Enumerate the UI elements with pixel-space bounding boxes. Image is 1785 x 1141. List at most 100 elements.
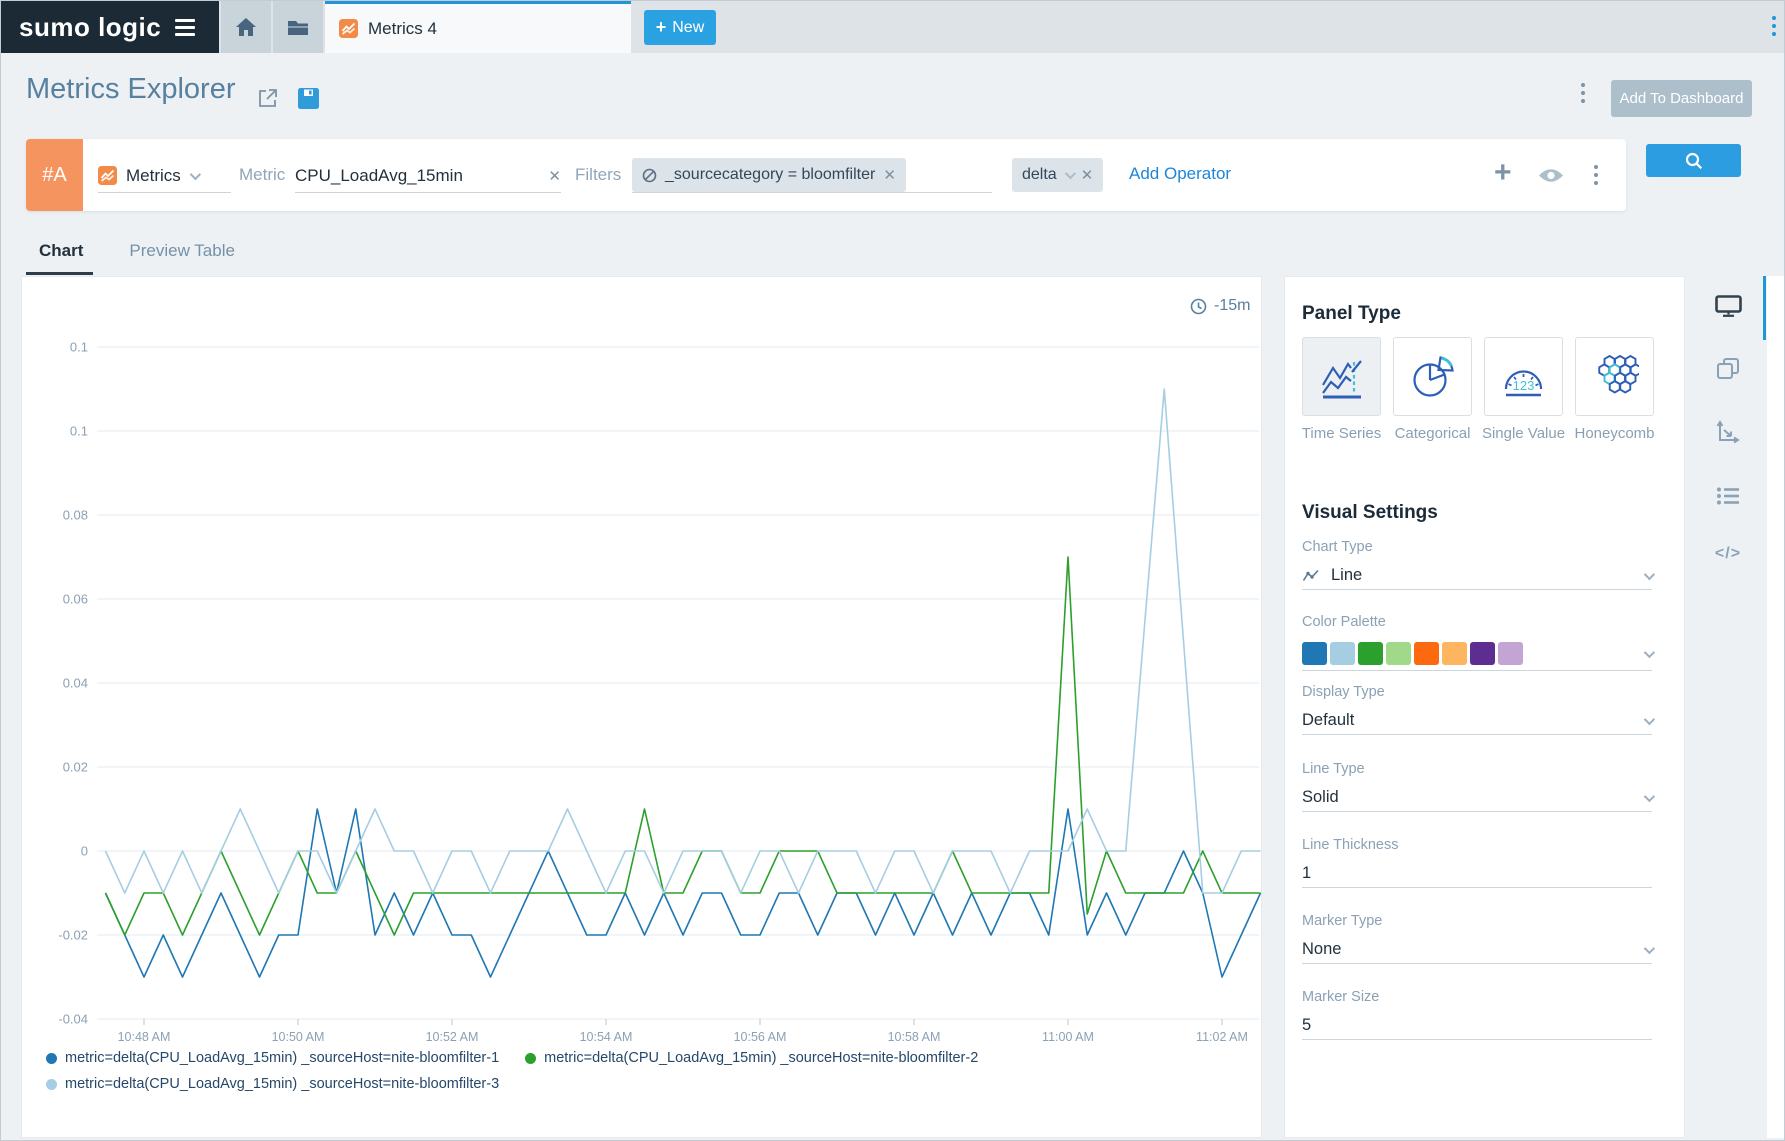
save-icon[interactable] — [298, 87, 319, 109]
marker-size-input[interactable]: 5 — [1302, 1012, 1652, 1040]
search-button[interactable] — [1646, 144, 1741, 177]
panel-type-categorical: Categorical — [1393, 337, 1472, 442]
visual-settings-panel: Panel Type Time Series — [1284, 276, 1685, 1138]
y-axis-tick-label: 0.1 — [70, 340, 88, 355]
legend-item[interactable]: metric=delta(CPU_LoadAvg_15min) _sourceH… — [46, 1050, 499, 1066]
menu-icon[interactable] — [175, 18, 196, 36]
panel-type-honeycomb: Honeycomb — [1574, 337, 1655, 442]
share-icon[interactable] — [256, 87, 280, 109]
palette-swatch — [1330, 642, 1355, 665]
y-axis-tick-label: 0.08 — [63, 508, 88, 523]
header-kebab-icon[interactable] — [1581, 83, 1585, 103]
search-icon — [1685, 152, 1702, 169]
filter-chip[interactable]: _sourcecategory = bloomfilter ✕ — [632, 158, 906, 192]
marker-type-value: None — [1302, 940, 1342, 958]
library-button[interactable] — [273, 1, 323, 53]
metrics-icon — [339, 19, 358, 38]
time-range-indicator[interactable]: -15m — [1190, 297, 1250, 315]
query-row: #A Metrics Metric CPU_LoadAvg_15min ✕ Fi… — [26, 139, 1626, 211]
honeycomb-tile[interactable] — [1575, 337, 1654, 416]
marker-type-select[interactable]: None — [1302, 936, 1656, 964]
display-type-select[interactable]: Default — [1302, 707, 1656, 735]
app-logo[interactable]: sumo logic — [1, 1, 219, 53]
add-to-dashboard-button[interactable]: Add To Dashboard — [1611, 80, 1752, 117]
line-type-select[interactable]: Solid — [1302, 784, 1656, 812]
eye-icon[interactable] — [1538, 167, 1564, 184]
logo-text: sumo logic — [19, 11, 162, 42]
query-row-badge: #A — [26, 139, 83, 211]
legend-swatch-icon — [46, 1052, 57, 1064]
palette-swatch — [1442, 642, 1467, 665]
tab-preview-table[interactable]: Preview Table — [129, 241, 235, 260]
chevron-down-icon — [1643, 568, 1656, 580]
marker-size-value: 5 — [1302, 1016, 1312, 1034]
remove-filter-icon[interactable]: ✕ — [883, 167, 896, 184]
legend-settings-rail-button[interactable] — [1713, 483, 1743, 509]
x-axis-tick-label: 10:58 AM — [888, 1030, 941, 1044]
query-kebab-icon[interactable] — [1594, 165, 1598, 185]
code-rail-button[interactable]: </> — [1713, 541, 1743, 567]
color-palette-swatches — [1302, 642, 1523, 665]
x-axis-tick-label: 10:48 AM — [118, 1030, 171, 1044]
tab-chart[interactable]: Chart — [39, 241, 84, 260]
x-axis-tick-label: 10:50 AM — [272, 1030, 325, 1044]
legend-label: metric=delta(CPU_LoadAvg_15min) _sourceH… — [65, 1076, 500, 1092]
metric-input[interactable]: CPU_LoadAvg_15min ✕ — [295, 159, 561, 193]
copy-icon — [1717, 358, 1739, 379]
source-type-dropdown[interactable]: Metrics — [98, 159, 231, 193]
add-operator-link[interactable]: Add Operator — [1129, 164, 1232, 183]
remove-operator-icon[interactable]: ✕ — [1080, 167, 1094, 184]
panel-type-title: Panel Type — [1302, 303, 1401, 324]
x-axis-tick-label: 11:02 AM — [1196, 1030, 1248, 1044]
y-axis-tick-label: 0 — [81, 844, 88, 859]
display-settings-rail-button[interactable] — [1713, 293, 1743, 319]
home-button[interactable] — [221, 1, 271, 53]
new-tab-label: New — [672, 18, 705, 36]
chart-series-line — [104, 556, 1261, 936]
y-axis-tick-label: 0.1 — [70, 424, 88, 439]
metrics-icon — [98, 166, 117, 185]
operator-chip[interactable]: delta ✕ — [1012, 158, 1104, 192]
legend-item[interactable]: metric=delta(CPU_LoadAvg_15min) _sourceH… — [525, 1050, 978, 1066]
home-icon — [236, 18, 256, 36]
color-palette-select[interactable] — [1302, 637, 1656, 671]
legend-label: metric=delta(CPU_LoadAvg_15min) _sourceH… — [65, 1050, 500, 1066]
monitor-icon — [1714, 294, 1742, 317]
palette-swatch — [1302, 642, 1327, 665]
chevron-down-icon — [1643, 942, 1656, 954]
single-value-tile[interactable]: 123 — [1484, 337, 1563, 416]
line-type-field: Line Type Solid — [1302, 761, 1656, 812]
duplicate-rail-button[interactable] — [1713, 356, 1743, 382]
categorical-tile[interactable] — [1393, 337, 1472, 416]
folder-icon — [288, 20, 308, 35]
chart-type-value: Line — [1331, 566, 1363, 584]
chevron-down-icon — [1643, 713, 1656, 725]
legend-item[interactable]: metric=delta(CPU_LoadAvg_15min) _sourceH… — [46, 1076, 499, 1092]
chart-type-select[interactable]: Line — [1302, 562, 1656, 590]
tab-label: Metrics 4 — [368, 18, 437, 38]
line-thickness-field: Line Thickness 1 — [1302, 837, 1652, 888]
chart-svg[interactable]: 0.1 0.1 0.08 0.06 0.04 0.02 0 -0.02 -0.04 10:48 A… — [22, 277, 1263, 1057]
title-icons — [256, 87, 319, 109]
line-thickness-input[interactable]: 1 — [1302, 860, 1652, 888]
line-type-label: Line Type — [1302, 761, 1365, 777]
topbar-kebab-icon[interactable] — [1772, 16, 1776, 36]
line-chart-icon — [1302, 569, 1319, 581]
time-series-tile[interactable] — [1302, 337, 1381, 416]
pie-chart-icon — [1412, 355, 1454, 397]
x-axis-tick-label: 11:00 AM — [1042, 1030, 1094, 1044]
tab-metrics-4[interactable]: Metrics 4 — [325, 1, 631, 53]
palette-swatch — [1358, 642, 1383, 665]
new-tab-button[interactable]: + New — [644, 10, 716, 45]
time-series-icon — [1321, 359, 1362, 398]
tile-label: Single Value — [1481, 425, 1566, 442]
add-query-row-icon[interactable]: + — [1494, 156, 1512, 189]
palette-swatch — [1414, 642, 1439, 665]
filters-input[interactable] — [632, 159, 992, 193]
y-axis-tick-label: 0.06 — [63, 592, 88, 607]
chevron-down-icon — [189, 168, 201, 180]
clear-metric-icon[interactable]: ✕ — [548, 167, 561, 185]
y-axis-tick-label: 0.02 — [63, 760, 88, 775]
axes-settings-rail-button[interactable] — [1713, 419, 1743, 445]
